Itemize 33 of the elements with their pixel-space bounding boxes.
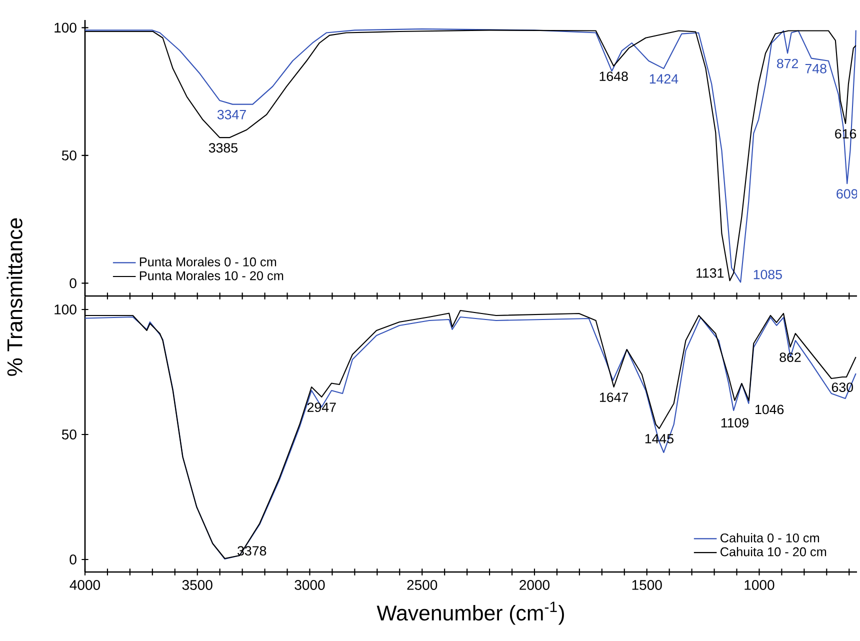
annotation: 1648: [600, 72, 628, 82]
annotation: 1647: [600, 392, 628, 402]
x-tick-label: 1500: [632, 580, 662, 590]
legend-label: Cahuita 0 - 10 cm: [720, 533, 820, 542]
annotation: 1046: [756, 404, 784, 414]
annotation: 1131: [696, 268, 724, 278]
annotation: 748: [805, 64, 826, 74]
x-tick-label: 2500: [407, 580, 438, 590]
x-tick-label: 2000: [520, 580, 550, 590]
annotation: 872: [777, 58, 798, 68]
x-tick-label: 1000: [744, 580, 774, 590]
legend-label: Punta Morales 0 - 10 cm: [140, 257, 276, 266]
x-tick-label: 3500: [182, 580, 212, 590]
annotation: 3385: [208, 143, 238, 153]
y-tick-label: 100: [54, 22, 76, 33]
annotation: 1085: [754, 270, 782, 280]
y-tick-label: 0: [70, 278, 76, 288]
x-axis-title: Wavenumber (cm$^{-1}$): [376, 602, 564, 625]
annotation: 862: [780, 352, 801, 362]
y-tick-label: 100: [54, 304, 76, 314]
annotation: 3347: [217, 110, 246, 120]
annotation: 609: [836, 189, 858, 199]
annotation: 2947: [307, 402, 336, 412]
annotation: 1424: [650, 74, 678, 84]
x-tick-label: 4000: [70, 580, 100, 590]
legend-label: Cahuita 10 - 20 cm: [720, 546, 826, 556]
legend-label: Punta Morales 10 - 20 cm: [140, 270, 284, 280]
annotation: 1109: [721, 418, 748, 428]
y-axis-title: % Transmittance: [6, 218, 22, 376]
y-tick-label: 50: [62, 430, 76, 440]
y-tick-label: 0: [70, 554, 76, 564]
y-tick-label: 50: [62, 150, 76, 160]
x-tick-label: 3000: [294, 580, 325, 590]
